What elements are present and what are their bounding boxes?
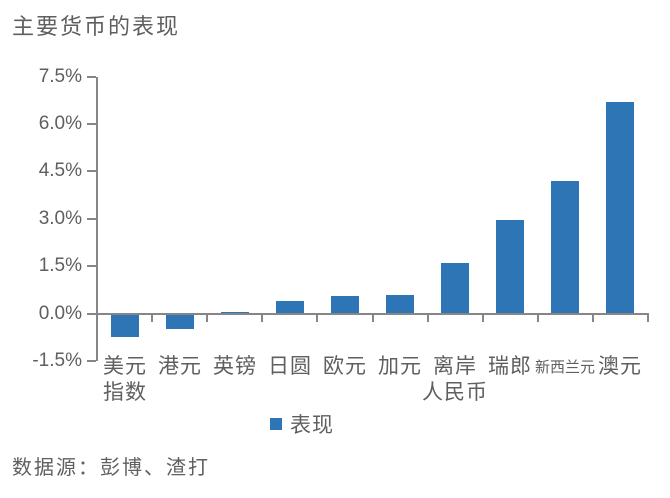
- x-axis-label-澳元: 澳元: [575, 354, 665, 380]
- x-axis-label-欧元: 欧元: [300, 354, 390, 380]
- x-axis-label-离岸人民币: 离岸 人民币: [410, 354, 500, 406]
- x-axis-tick: [261, 312, 263, 322]
- y-axis-tick: [87, 75, 96, 78]
- x-axis-label-line: 人民币: [422, 381, 488, 404]
- y-axis-label: 1.5%: [38, 255, 82, 277]
- x-axis-label-line: 离岸: [433, 355, 477, 378]
- x-axis-label-新西兰元: 新西兰元: [520, 354, 610, 377]
- x-axis-label-美元指数: 美元 指数: [80, 354, 170, 406]
- x-axis-label-line: 日圆: [268, 355, 312, 378]
- x-axis-tick: [482, 312, 484, 322]
- legend-label: 表现: [290, 414, 334, 437]
- bar-离岸人民币: [441, 262, 469, 314]
- chart-title: 主要货币的表现: [12, 14, 181, 39]
- x-axis-label-瑞郎: 瑞郎: [465, 354, 555, 380]
- legend: 表现: [270, 412, 334, 437]
- x-axis-label-line: 加元: [378, 355, 422, 378]
- x-axis-label-港元: 港元: [135, 354, 225, 380]
- y-axis-label: 4.5%: [38, 160, 82, 182]
- x-axis-tick: [316, 312, 318, 322]
- y-axis-tick: [87, 170, 96, 173]
- x-axis-label-line: 欧元: [323, 355, 367, 378]
- bar-日圆: [276, 300, 304, 314]
- bar-澳元: [606, 101, 634, 314]
- x-axis-label-日圆: 日圆: [245, 354, 335, 380]
- x-axis-label-line: 美元: [103, 355, 147, 378]
- x-axis-tick: [151, 312, 153, 322]
- y-axis-line: [96, 76, 98, 361]
- x-axis-tick: [427, 312, 429, 322]
- source-note: 数据源：彭博、渣打: [12, 457, 210, 479]
- x-axis-label-加元: 加元: [355, 354, 445, 380]
- y-axis-tick: [87, 312, 96, 315]
- x-axis-label-line: 港元: [158, 355, 202, 378]
- y-axis-label: 0.0%: [38, 302, 82, 324]
- bar-加元: [386, 294, 414, 314]
- x-axis-label-line: 新西兰元: [534, 359, 595, 376]
- y-axis-tick: [87, 217, 96, 220]
- y-axis-tick: [87, 265, 96, 268]
- x-axis-label-line: 澳元: [598, 355, 642, 378]
- x-axis-label-英镑: 英镑: [190, 354, 280, 380]
- x-axis-tick: [206, 312, 208, 322]
- x-axis-label-line: 指数: [103, 381, 147, 404]
- y-axis-label: 6.0%: [38, 112, 82, 134]
- y-axis-tick: [87, 122, 96, 125]
- y-axis-tick: [87, 359, 96, 362]
- x-axis-label-line: 瑞郎: [488, 355, 532, 378]
- x-axis-tick: [537, 312, 539, 322]
- bar-港元: [166, 313, 194, 330]
- bar-美元指数: [111, 313, 139, 338]
- x-axis-tick: [592, 312, 594, 322]
- x-axis-label-line: 英镑: [213, 355, 257, 378]
- bar-欧元: [331, 296, 359, 314]
- y-axis-label: 7.5%: [38, 65, 82, 87]
- bar-新西兰元: [551, 180, 579, 314]
- x-axis-tick: [372, 312, 374, 322]
- x-axis-tick: [647, 312, 649, 322]
- y-axis-label: 3.0%: [38, 207, 82, 229]
- bar-瑞郎: [496, 220, 524, 314]
- legend-swatch-icon: [270, 418, 282, 430]
- y-axis-label: -1.5%: [32, 349, 82, 371]
